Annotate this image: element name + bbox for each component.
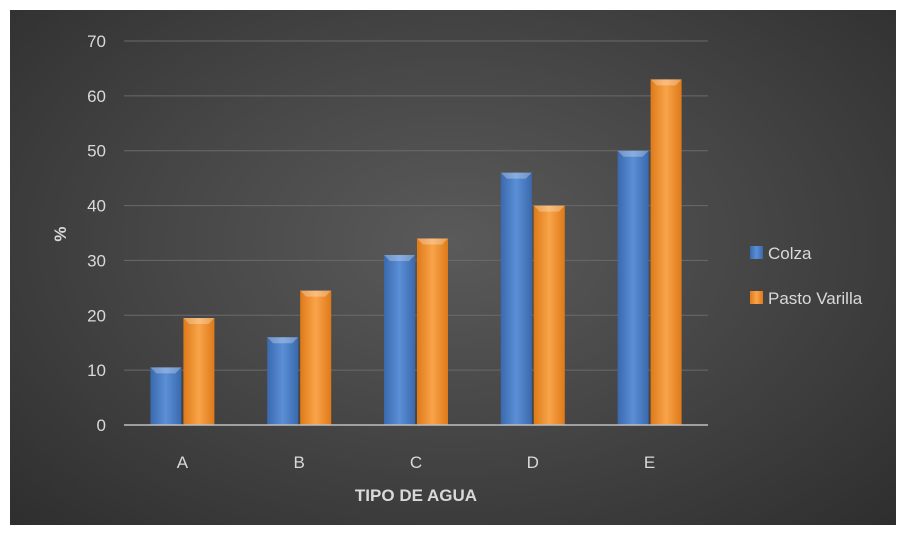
bar-pasto-varilla-d [533, 205, 565, 425]
legend: Colza Pasto Varilla [750, 244, 863, 308]
bar-bevel [650, 79, 682, 86]
x-tick-label: A [177, 453, 189, 472]
bar-bevel [150, 367, 182, 374]
x-axis-title: TIPO DE AGUA [355, 486, 477, 505]
y-tick-label: 50 [87, 142, 106, 161]
y-tick-label: 20 [87, 306, 106, 325]
bar-bevel [183, 318, 215, 325]
y-axis-title: % [51, 226, 70, 241]
bar-pasto-varilla-e [650, 79, 682, 426]
bar-bevel [384, 254, 415, 261]
bar-bevel [533, 205, 565, 212]
legend-label: Colza [768, 244, 812, 263]
bar-bevel [267, 337, 299, 344]
y-tick-label: 30 [87, 251, 106, 270]
y-tick-label: 60 [87, 87, 106, 106]
bar-colza-b [267, 337, 299, 425]
bar-bevel [617, 150, 649, 157]
bar-colza-a [150, 367, 182, 425]
bar-pasto-varilla-a [183, 318, 215, 425]
legend-label: Pasto Varilla [768, 289, 863, 308]
bar-pasto-varilla-b [300, 290, 332, 425]
bar-colza-d [500, 172, 532, 425]
bar-pasto-varilla-c [417, 238, 448, 425]
bar-bevel [500, 172, 532, 179]
y-tick-label: 40 [87, 197, 106, 216]
x-tick-label: C [410, 453, 422, 472]
y-tick-label: 0 [97, 416, 106, 435]
bar-bevel [300, 290, 332, 297]
legend-swatch [750, 291, 763, 304]
legend-swatch [750, 246, 763, 259]
x-tick-label: B [294, 453, 305, 472]
y-tick-label: 70 [87, 32, 106, 51]
bar-colza-e [617, 150, 649, 425]
bar-colza-c [384, 254, 415, 425]
bar-chart: 0 10 20 30 40 50 60 70 A B C D E % TIPO DE AGUA Colz… [51, 32, 863, 505]
chart-area: 0 10 20 30 40 50 60 70 A B C D E % TIPO DE AGUA Colz… [10, 10, 896, 525]
x-tick-label: E [644, 453, 655, 472]
y-tick-label: 10 [87, 361, 106, 380]
x-tick-label: D [527, 453, 539, 472]
bar-bevel [417, 238, 448, 245]
